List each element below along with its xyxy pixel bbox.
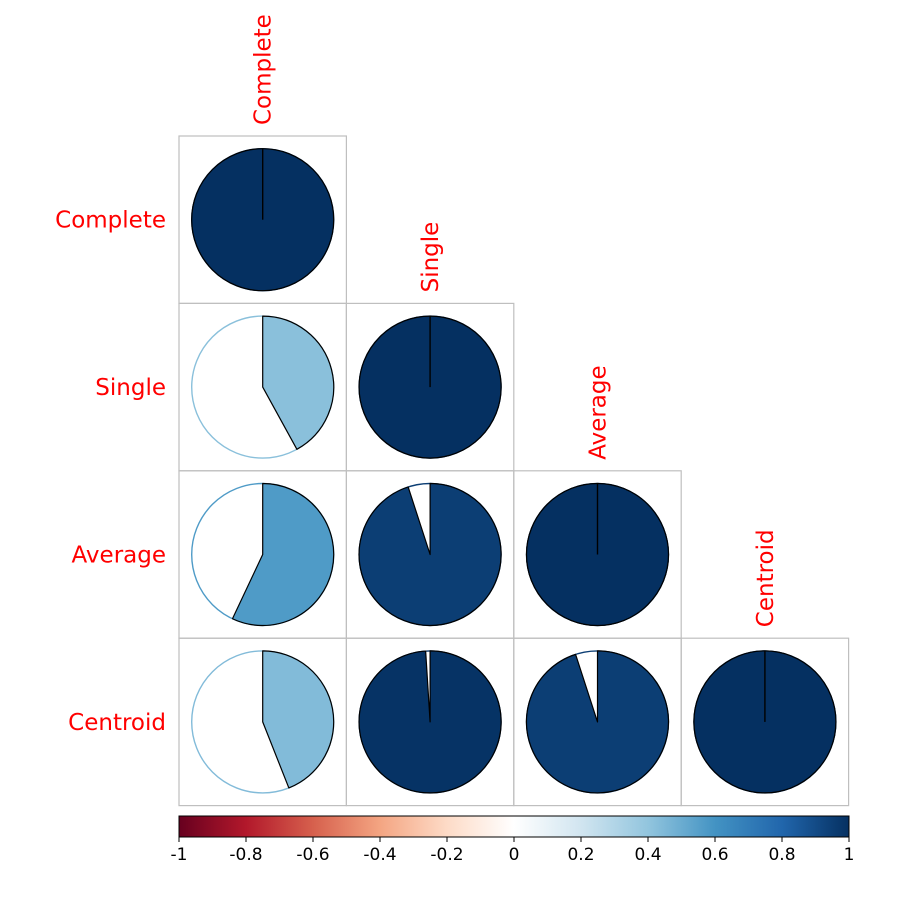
cell-centroid-centroid xyxy=(680,637,850,807)
color-legend-tick-label: 0.4 xyxy=(634,845,661,865)
row-label-centroid: Centroid xyxy=(68,710,166,736)
cell-single-single xyxy=(345,302,515,472)
cell-complete-complete xyxy=(178,135,347,304)
cell-average-complete xyxy=(178,470,347,639)
color-legend-tick-label: -0.6 xyxy=(296,845,329,865)
cell-average-single xyxy=(345,470,515,639)
color-legend: -1 -0.8 -0.6 -0.4 -0.2 0 0.2 0.4 0.6 0.8 1 xyxy=(171,815,855,865)
pie-slice xyxy=(525,650,670,794)
pie-slice xyxy=(262,650,335,789)
row-labels: Complete Single Average Centroid xyxy=(55,208,166,736)
cell-centroid-single xyxy=(345,637,515,807)
color-legend-tick-label: 1 xyxy=(844,845,855,865)
column-label-centroid: Centroid xyxy=(753,529,779,627)
cell-average-average xyxy=(513,470,682,639)
pie-slice xyxy=(262,315,335,450)
matrix-cells xyxy=(178,135,850,807)
cell-centroid-complete xyxy=(178,637,347,807)
pie-slice xyxy=(358,650,502,794)
color-legend-tick-label: -0.4 xyxy=(363,845,396,865)
cell-centroid-average xyxy=(513,637,682,807)
cell-border xyxy=(680,637,850,807)
column-label-single: Single xyxy=(418,222,444,293)
cell-single-complete xyxy=(178,302,347,472)
pie-slice xyxy=(358,482,502,627)
column-labels: Complete Single Average Centroid xyxy=(251,14,779,627)
row-label-complete: Complete xyxy=(55,208,166,234)
row-label-single: Single xyxy=(95,375,166,401)
column-label-average: Average xyxy=(586,365,612,459)
pie-slice xyxy=(231,482,335,627)
color-legend-tick-label: -1 xyxy=(171,845,188,865)
color-legend-bar xyxy=(178,815,850,838)
color-legend-tick-label: -0.8 xyxy=(229,845,262,865)
color-legend-tick-label: 0 xyxy=(509,845,520,865)
color-legend-tick-label: 0.8 xyxy=(768,845,795,865)
row-label-average: Average xyxy=(72,543,166,569)
color-legend-tick-label: 0.2 xyxy=(567,845,594,865)
color-legend-tick-label: -0.2 xyxy=(430,845,463,865)
color-legend-tick-label: 0.6 xyxy=(701,845,728,865)
column-label-complete: Complete xyxy=(251,14,277,125)
